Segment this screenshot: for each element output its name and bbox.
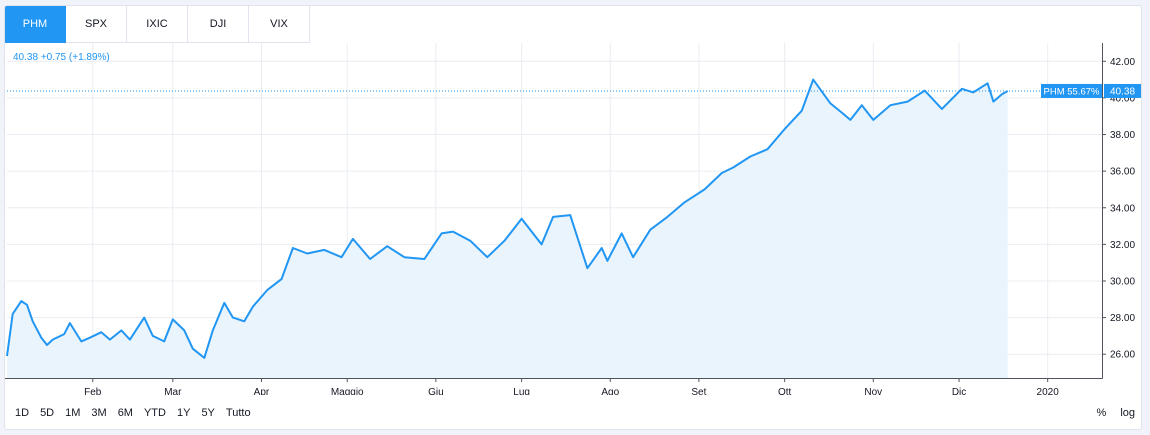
quote-price: 40.38 (13, 52, 39, 63)
price-area (7, 79, 1008, 378)
quote-legend: 40.38 +0.75 (+1.89%) (13, 52, 110, 63)
range-6m[interactable]: 6M (117, 407, 133, 419)
scale-controls: % log (1083, 395, 1135, 429)
x-tick-label: Set (691, 387, 706, 395)
x-tick-label: Maggio (331, 387, 364, 395)
tab-phm[interactable]: PHM (5, 6, 66, 43)
x-tick-label: Apr (254, 387, 270, 395)
y-tick-label: 36.00 (1110, 167, 1135, 178)
range-5y[interactable]: 5Y (201, 407, 215, 419)
x-tick-label: 2020 (1037, 387, 1060, 395)
range-3m[interactable]: 3M (91, 407, 107, 419)
y-tick-label: 30.00 (1110, 276, 1135, 287)
quote-change: +0.75 (40, 52, 67, 63)
tab-ixic[interactable]: IXIC (127, 6, 188, 43)
range-all[interactable]: Tutto (225, 407, 251, 419)
symbol-pct-badge (1041, 83, 1102, 98)
symbol-pct-label: PHM 55.67% (1044, 86, 1101, 97)
x-tick-label: Giu (428, 387, 444, 395)
symbol-tabs: PHM SPX IXIC DJI VIX (5, 6, 310, 43)
percent-scale-button[interactable]: % (1096, 407, 1107, 419)
x-tick-label: Ott (778, 387, 792, 395)
tab-spx[interactable]: SPX (66, 6, 127, 43)
x-tick-label: Feb (84, 387, 102, 395)
range-1d[interactable]: 1D (15, 407, 30, 419)
tab-vix[interactable]: VIX (249, 6, 310, 43)
y-tick-label: 32.00 (1110, 240, 1135, 251)
y-tick-label: 34.00 (1110, 203, 1135, 214)
range-1y[interactable]: 1Y (176, 407, 191, 419)
x-tick-label: Lug (513, 387, 530, 395)
y-tick-label: 40.00 (1110, 93, 1135, 104)
tab-dji[interactable]: DJI (188, 6, 249, 43)
chart-widget: PHM SPX IXIC DJI VIX 26.00 28.00 30.00 32.0… (4, 5, 1142, 430)
quote-change-pct: (+1.89%) (68, 52, 110, 63)
last-price-badge (1104, 83, 1141, 98)
price-line (6, 78, 1009, 359)
log-scale-button[interactable]: log (1120, 407, 1135, 419)
range-1m[interactable]: 1M (65, 407, 81, 419)
y-tick-label: 42.00 (1110, 57, 1135, 68)
range-bar: 1D 5D 1M 3M 6M YTD 1Y 5Y Tutto % log (5, 395, 1141, 429)
range-5d[interactable]: 5D (40, 407, 55, 419)
x-tick-label: Dic (952, 387, 966, 395)
last-price-label: 40.38 (1110, 86, 1135, 97)
x-tick-label: Mar (164, 387, 182, 395)
y-tick-label: 28.00 (1110, 313, 1135, 324)
range-ytd[interactable]: YTD (143, 407, 166, 419)
x-tick-label: Ago (601, 387, 619, 395)
y-tick-label: 26.00 (1110, 350, 1135, 361)
x-tick-label: Nov (864, 387, 882, 395)
y-tick-label: 38.00 (1110, 130, 1135, 141)
price-chart[interactable]: 26.00 28.00 30.00 32.00 34.00 36.00 38.00 40.00… (5, 43, 1142, 395)
